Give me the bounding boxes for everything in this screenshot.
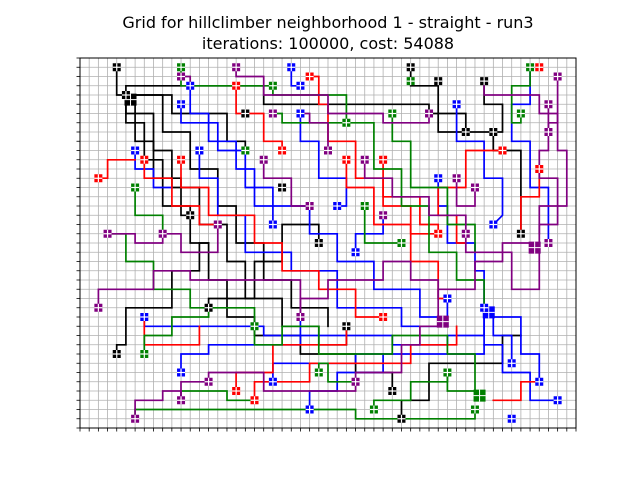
wire-path: [143, 306, 210, 355]
wire-path: [354, 214, 384, 254]
wire-path: [235, 84, 283, 152]
wire-path: [308, 75, 440, 235]
axis-ticks: [76, 57, 577, 432]
wire-path: [354, 325, 440, 383]
wire-path: [455, 177, 476, 207]
wire-path: [492, 316, 541, 383]
wire-path: [483, 343, 559, 402]
wire-path: [520, 168, 541, 235]
wire-path: [125, 84, 467, 133]
wire-paths: [97, 66, 568, 420]
wire-path: [317, 362, 357, 383]
wire-path: [299, 112, 348, 207]
wire-path: [134, 186, 164, 235]
wire-path: [483, 80, 504, 133]
wire-path: [207, 223, 320, 309]
wire-path: [97, 158, 136, 180]
wire-path: [106, 232, 164, 244]
wire-path: [363, 205, 403, 244]
wire-path: [391, 112, 476, 254]
wire-path: [363, 158, 467, 235]
wire-path: [382, 158, 440, 235]
wire-path: [299, 260, 440, 318]
wire-path: [180, 158, 384, 318]
wire-path: [483, 80, 568, 235]
wire-path: [97, 269, 302, 318]
wire-path: [180, 103, 449, 318]
wire-path: [262, 158, 311, 207]
wire-path: [235, 325, 348, 392]
wire-path: [437, 149, 504, 244]
wire-path: [134, 408, 476, 420]
wire-path: [446, 371, 476, 392]
wire-path: [510, 66, 531, 124]
wire-path: [464, 232, 541, 291]
wire-path: [253, 325, 476, 392]
wire-path: [272, 112, 485, 309]
wire-path: [538, 103, 559, 244]
wire-path: [115, 66, 127, 96]
wire-path: [345, 158, 449, 300]
wire-path: [134, 390, 182, 420]
wire-path: [143, 316, 201, 346]
wire-path: [207, 371, 357, 392]
wire-path: [161, 223, 219, 254]
wire-path: [492, 380, 541, 402]
wire-path: [299, 112, 329, 152]
chart-subtitle: iterations: 100000, cost: 54088: [202, 34, 454, 53]
wire-path: [455, 103, 504, 226]
wire-path: [125, 94, 247, 152]
wire-path: [143, 158, 219, 226]
wire-path: [235, 66, 430, 124]
wire-path: [189, 84, 274, 226]
wire-path: [180, 316, 302, 374]
wire-path: [437, 242, 531, 318]
wire-path: [134, 149, 173, 189]
wire-path: [198, 149, 449, 328]
wire-path: [125, 94, 329, 328]
gate-markers: [94, 63, 562, 423]
wire-path: [180, 66, 348, 124]
chart-title: Grid for hillclimber neighborhood 1 - st…: [122, 13, 533, 32]
wire-path: [510, 66, 550, 244]
wire-path: [492, 316, 513, 365]
